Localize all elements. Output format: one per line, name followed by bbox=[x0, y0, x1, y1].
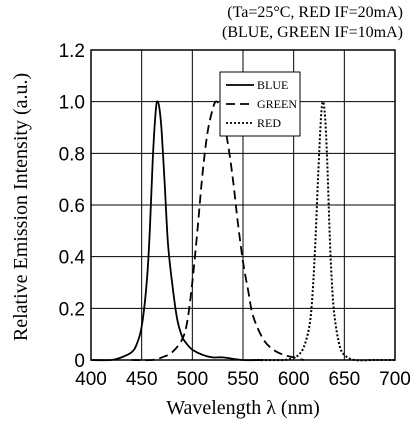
series-line-blue bbox=[90, 100, 264, 362]
x-tick-label: 650 bbox=[328, 369, 360, 390]
legend-label-red: RED bbox=[257, 116, 281, 130]
x-tick-label: 700 bbox=[379, 369, 411, 390]
series-line-green bbox=[131, 100, 305, 362]
test-conditions-line-1: (Ta=25°C, RED IF=20mA) bbox=[227, 4, 403, 21]
y-tick-label: 0.6 bbox=[59, 196, 85, 217]
legend: BLUE GREEN RED bbox=[219, 71, 301, 137]
y-tick-label: 0.4 bbox=[59, 248, 86, 269]
legend-label-blue: BLUE bbox=[257, 78, 288, 92]
y-tick-label: 0 bbox=[74, 351, 85, 372]
x-tick-label: 400 bbox=[75, 369, 107, 390]
x-axis-label: Wavelength λ (nm) bbox=[166, 397, 320, 419]
y-tick-label: 0.2 bbox=[59, 299, 85, 320]
y-tick-label: 0.8 bbox=[59, 144, 85, 165]
y-tick-labels: 0 0.2 0.4 0.6 0.8 1.0 1.2 bbox=[59, 41, 86, 372]
x-tick-label: 550 bbox=[227, 369, 259, 390]
y-tick-label: 1.0 bbox=[59, 93, 85, 114]
test-conditions-line-2: (BLUE, GREEN IF=10mA) bbox=[221, 24, 403, 41]
x-tick-label: 500 bbox=[176, 369, 208, 390]
x-tick-labels: 400 450 500 550 600 650 700 bbox=[75, 369, 411, 390]
y-tick-label: 1.2 bbox=[59, 41, 85, 62]
plot-frame bbox=[90, 49, 396, 361]
series-line-red bbox=[253, 100, 395, 362]
series-lines bbox=[90, 100, 395, 362]
x-tick-label: 450 bbox=[126, 369, 158, 390]
x-tick-label: 600 bbox=[278, 369, 310, 390]
y-axis-label: Relative Emission Intensity (a.u.) bbox=[10, 73, 32, 341]
legend-label-green: GREEN bbox=[257, 97, 297, 111]
